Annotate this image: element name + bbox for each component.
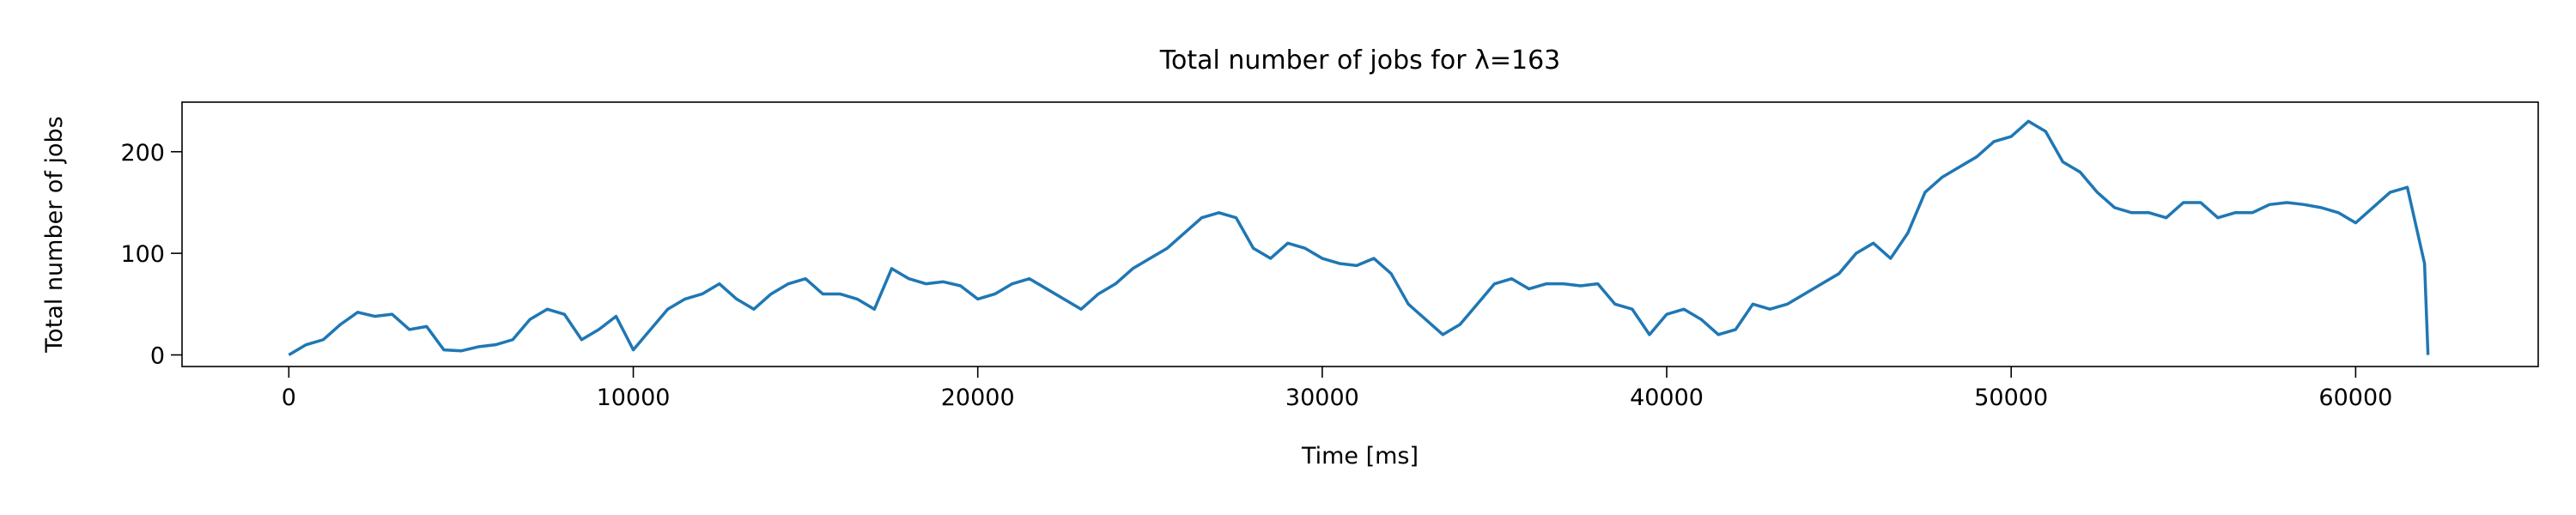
x-axis-label: Time [ms] (1301, 443, 1419, 470)
y-axis-label: Total number of jobs (41, 116, 68, 353)
plot-frame (181, 101, 2539, 367)
y-tick-label: 100 (120, 241, 165, 268)
y-tick-label: 0 (150, 343, 165, 370)
chart-title: Total number of jobs for λ=163 (1159, 45, 1561, 76)
x-tick-label: 30000 (1285, 385, 1359, 411)
x-tick-label: 20000 (941, 385, 1015, 411)
x-tick-label: 50000 (1974, 385, 2048, 411)
x-tick-label: 0 (282, 385, 296, 411)
x-tick-label: 10000 (597, 385, 671, 411)
x-tick-label: 60000 (2318, 385, 2392, 411)
data-line (288, 119, 2430, 357)
y-tick-label: 200 (120, 140, 165, 167)
x-tick-label: 40000 (1630, 385, 1704, 411)
